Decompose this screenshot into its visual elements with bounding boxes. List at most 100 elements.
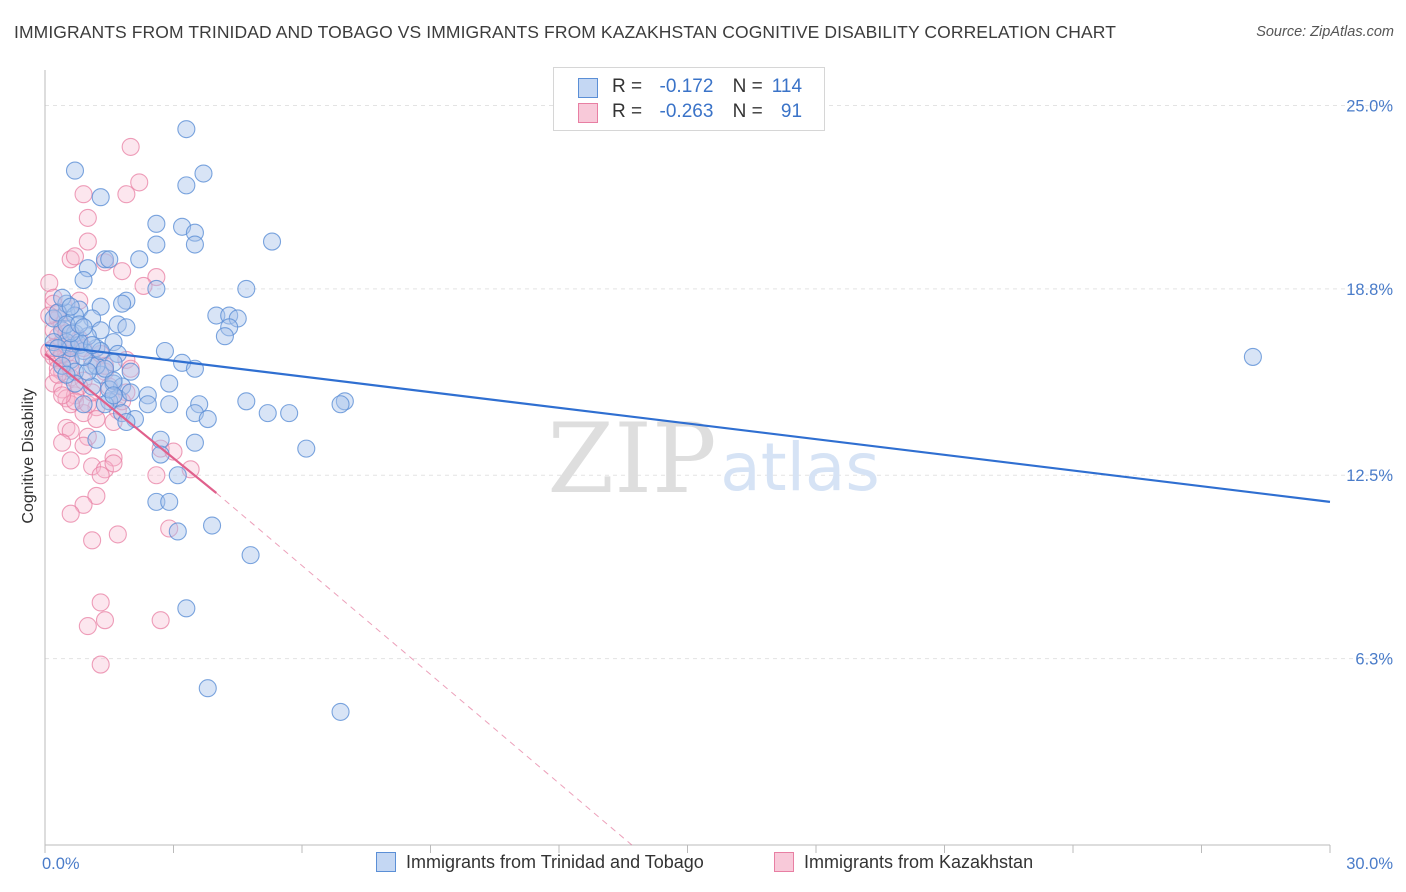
data-point-trinidad bbox=[113, 294, 132, 313]
data-point-kazakhstan bbox=[74, 185, 93, 204]
data-point-trinidad bbox=[203, 516, 222, 535]
data-point-kazakhstan bbox=[113, 262, 132, 281]
data-point-kazakhstan bbox=[91, 466, 110, 485]
data-point-trinidad bbox=[331, 395, 350, 414]
data-point-trinidad bbox=[190, 395, 209, 414]
data-point-kazakhstan bbox=[40, 273, 59, 293]
data-point-kazakhstan bbox=[78, 208, 97, 227]
data-point-kazakhstan bbox=[151, 611, 170, 630]
data-point-trinidad bbox=[177, 599, 196, 618]
data-point-trinidad bbox=[280, 404, 299, 423]
data-point-trinidad bbox=[87, 430, 106, 449]
stats-legend: R = -0.172 N = 114 R = -0.263 N = 91 bbox=[553, 67, 825, 131]
data-point-trinidad bbox=[78, 259, 97, 278]
bottom-legend-swatch-trinidad bbox=[376, 852, 396, 872]
data-point-trinidad bbox=[1243, 347, 1262, 366]
data-point-kazakhstan bbox=[65, 247, 85, 266]
data-point-kazakhstan bbox=[91, 593, 110, 612]
data-point-kazakhstan bbox=[78, 232, 97, 251]
watermark-zip: ZIP bbox=[547, 403, 716, 515]
x-tick-label: 30.0% bbox=[1346, 855, 1393, 873]
data-point-kazakhstan bbox=[130, 173, 149, 192]
data-point-kazakhstan bbox=[78, 617, 97, 636]
data-point-trinidad bbox=[160, 374, 179, 393]
data-point-trinidad bbox=[147, 279, 166, 298]
data-point-trinidad bbox=[215, 327, 234, 346]
data-point-trinidad bbox=[57, 365, 76, 384]
y-axis-label: Cognitive Disability bbox=[20, 388, 37, 523]
data-point-kazakhstan bbox=[83, 531, 102, 550]
legend-swatch-kazakhstan bbox=[578, 103, 598, 123]
data-point-trinidad bbox=[95, 359, 115, 378]
data-point-kazakhstan bbox=[121, 137, 140, 156]
chart-title: IMMIGRANTS FROM TRINIDAD AND TOBAGO VS I… bbox=[14, 22, 1117, 42]
data-point-kazakhstan bbox=[61, 451, 80, 470]
trend-line-trinidad bbox=[44, 344, 1331, 503]
data-point-trinidad bbox=[138, 395, 157, 414]
bottom-legend-kazakhstan: Immigrants from Kazakhstan bbox=[774, 852, 1033, 873]
data-point-trinidad bbox=[74, 318, 93, 337]
data-point-trinidad bbox=[147, 492, 166, 511]
data-point-kazakhstan bbox=[87, 486, 106, 506]
data-point-trinidad bbox=[95, 250, 115, 269]
source-label: Source: ZipAtlas.com bbox=[1256, 24, 1394, 40]
data-point-trinidad bbox=[65, 161, 85, 180]
data-point-trinidad bbox=[57, 315, 76, 334]
data-point-trinidad bbox=[220, 318, 239, 337]
y-tick-labels: 6.3% 12.5% 18.8% 25.0% bbox=[1346, 97, 1393, 668]
bottom-legend-swatch-kazakhstan bbox=[774, 852, 794, 872]
data-point-trinidad bbox=[258, 404, 277, 423]
data-point-trinidad bbox=[117, 318, 136, 337]
data-point-trinidad bbox=[147, 235, 166, 254]
data-point-trinidad bbox=[194, 164, 213, 183]
legend-r-label: R = bbox=[612, 101, 643, 122]
data-point-trinidad bbox=[130, 250, 149, 269]
data-point-trinidad bbox=[331, 702, 350, 721]
data-point-kazakhstan bbox=[104, 454, 123, 473]
legend-r-label: R = bbox=[612, 76, 643, 97]
data-point-trinidad bbox=[185, 235, 204, 254]
x-tick-label: 0.0% bbox=[42, 855, 80, 873]
data-point-kazakhstan bbox=[108, 525, 127, 544]
data-point-trinidad bbox=[297, 439, 316, 458]
y-tick-label: 18.8% bbox=[1346, 281, 1393, 299]
data-point-trinidad bbox=[78, 362, 97, 381]
data-point-trinidad bbox=[168, 522, 187, 541]
watermark: ZIP atlas bbox=[547, 403, 879, 515]
data-point-trinidad bbox=[185, 433, 204, 452]
data-point-trinidad bbox=[237, 392, 256, 411]
data-point-trinidad bbox=[121, 383, 140, 402]
data-point-kazakhstan bbox=[95, 611, 115, 630]
legend-n-label: N = bbox=[732, 76, 763, 97]
data-point-trinidad bbox=[74, 270, 93, 290]
y-tick-label: 6.3% bbox=[1355, 651, 1393, 669]
bottom-legend-label-trinidad: Immigrants from Trinidad and Tobago bbox=[406, 852, 704, 872]
data-point-kazakhstan bbox=[87, 409, 106, 429]
data-point-trinidad bbox=[100, 250, 119, 269]
data-point-kazakhstan bbox=[117, 185, 136, 204]
data-point-trinidad bbox=[177, 120, 196, 139]
trend-line-kazakhstan bbox=[44, 353, 218, 494]
data-point-kazakhstan bbox=[53, 386, 72, 405]
legend-r-value-trinidad: -0.172 bbox=[659, 76, 714, 97]
data-point-kazakhstan bbox=[74, 495, 93, 514]
axes bbox=[44, 70, 1331, 853]
data-point-trinidad bbox=[207, 306, 226, 325]
trend-line-kazakhstan-extension bbox=[216, 492, 633, 846]
data-point-trinidad bbox=[147, 214, 166, 233]
data-point-trinidad bbox=[160, 492, 179, 511]
data-point-trinidad bbox=[91, 188, 110, 207]
data-point-kazakhstan bbox=[147, 466, 166, 485]
legend-n-value-trinidad: 114 bbox=[771, 76, 803, 97]
data-point-kazakhstan bbox=[53, 433, 72, 452]
data-point-kazakhstan bbox=[91, 655, 110, 674]
legend-n-label: N = bbox=[732, 101, 763, 122]
series-trinidad-points bbox=[44, 120, 1262, 721]
grid-lines bbox=[45, 104, 1392, 660]
data-point-trinidad bbox=[198, 679, 217, 698]
data-point-trinidad bbox=[160, 395, 179, 414]
watermark-atlas: atlas bbox=[720, 429, 880, 506]
y-tick-label: 12.5% bbox=[1346, 467, 1393, 485]
data-point-trinidad bbox=[262, 232, 282, 251]
